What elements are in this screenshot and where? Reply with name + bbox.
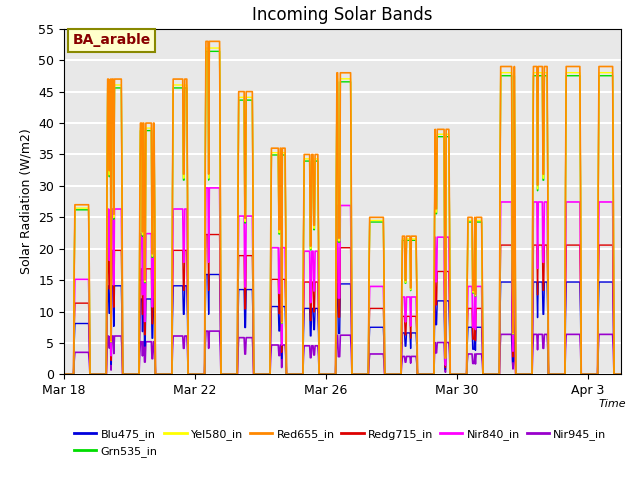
Grn535_in bbox=[202, 48, 210, 54]
Red655_in bbox=[394, 372, 402, 377]
Text: BA_arable: BA_arable bbox=[72, 33, 150, 48]
Nir840_in bbox=[81, 276, 89, 282]
Redg715_in bbox=[394, 372, 402, 377]
Title: Incoming Solar Bands: Incoming Solar Bands bbox=[252, 6, 433, 24]
Nir945_in bbox=[307, 355, 314, 360]
Line: Redg715_in: Redg715_in bbox=[64, 235, 640, 374]
Nir945_in bbox=[198, 372, 206, 377]
Grn535_in bbox=[394, 372, 402, 377]
Red655_in bbox=[275, 227, 283, 232]
Red655_in bbox=[202, 38, 210, 44]
Yel580_in bbox=[198, 372, 206, 377]
Line: Grn535_in: Grn535_in bbox=[64, 51, 640, 374]
Nir840_in bbox=[275, 290, 283, 296]
Line: Yel580_in: Yel580_in bbox=[64, 48, 640, 374]
Blu475_in bbox=[307, 333, 314, 339]
Blu475_in bbox=[394, 372, 402, 377]
Grn535_in bbox=[275, 231, 283, 237]
Red655_in bbox=[536, 64, 544, 70]
Nir945_in bbox=[60, 372, 68, 377]
Grn535_in bbox=[60, 372, 68, 377]
Redg715_in bbox=[536, 242, 544, 248]
Text: Time: Time bbox=[599, 398, 627, 408]
Red655_in bbox=[198, 372, 206, 377]
Yel580_in bbox=[536, 70, 544, 75]
Yel580_in bbox=[394, 372, 402, 377]
Legend: Blu475_in, Grn535_in, Yel580_in, Red655_in, Redg715_in, Nir840_in, Nir945_in: Blu475_in, Grn535_in, Yel580_in, Red655_… bbox=[70, 425, 611, 461]
Redg715_in bbox=[60, 372, 68, 377]
Red655_in bbox=[81, 202, 89, 208]
Blu475_in bbox=[202, 272, 210, 277]
Nir840_in bbox=[202, 185, 210, 191]
Nir840_in bbox=[198, 372, 206, 377]
Red655_in bbox=[60, 372, 68, 377]
Line: Nir945_in: Nir945_in bbox=[64, 331, 640, 374]
Y-axis label: Solar Radiation (W/m2): Solar Radiation (W/m2) bbox=[20, 129, 33, 275]
Redg715_in bbox=[81, 300, 89, 306]
Nir840_in bbox=[536, 199, 544, 205]
Yel580_in bbox=[60, 372, 68, 377]
Nir945_in bbox=[81, 349, 89, 355]
Line: Nir840_in: Nir840_in bbox=[64, 188, 640, 374]
Redg715_in bbox=[202, 232, 210, 238]
Yel580_in bbox=[275, 229, 283, 235]
Grn535_in bbox=[198, 372, 206, 377]
Nir945_in bbox=[394, 372, 402, 377]
Redg715_in bbox=[198, 372, 206, 377]
Blu475_in bbox=[536, 279, 544, 285]
Blu475_in bbox=[60, 372, 68, 377]
Line: Red655_in: Red655_in bbox=[64, 41, 640, 374]
Nir840_in bbox=[307, 300, 314, 305]
Red655_in bbox=[307, 243, 314, 249]
Nir945_in bbox=[536, 332, 544, 337]
Blu475_in bbox=[81, 321, 89, 326]
Yel580_in bbox=[81, 205, 89, 211]
Grn535_in bbox=[307, 247, 314, 253]
Redg715_in bbox=[275, 311, 283, 316]
Blu475_in bbox=[275, 328, 283, 334]
Redg715_in bbox=[307, 318, 314, 324]
Yel580_in bbox=[307, 246, 314, 252]
Nir945_in bbox=[275, 353, 283, 359]
Nir945_in bbox=[202, 328, 210, 334]
Nir840_in bbox=[60, 372, 68, 377]
Yel580_in bbox=[202, 45, 210, 51]
Line: Blu475_in: Blu475_in bbox=[64, 275, 640, 374]
Blu475_in bbox=[198, 372, 206, 377]
Nir840_in bbox=[394, 372, 402, 377]
Grn535_in bbox=[536, 73, 544, 79]
Grn535_in bbox=[81, 207, 89, 213]
